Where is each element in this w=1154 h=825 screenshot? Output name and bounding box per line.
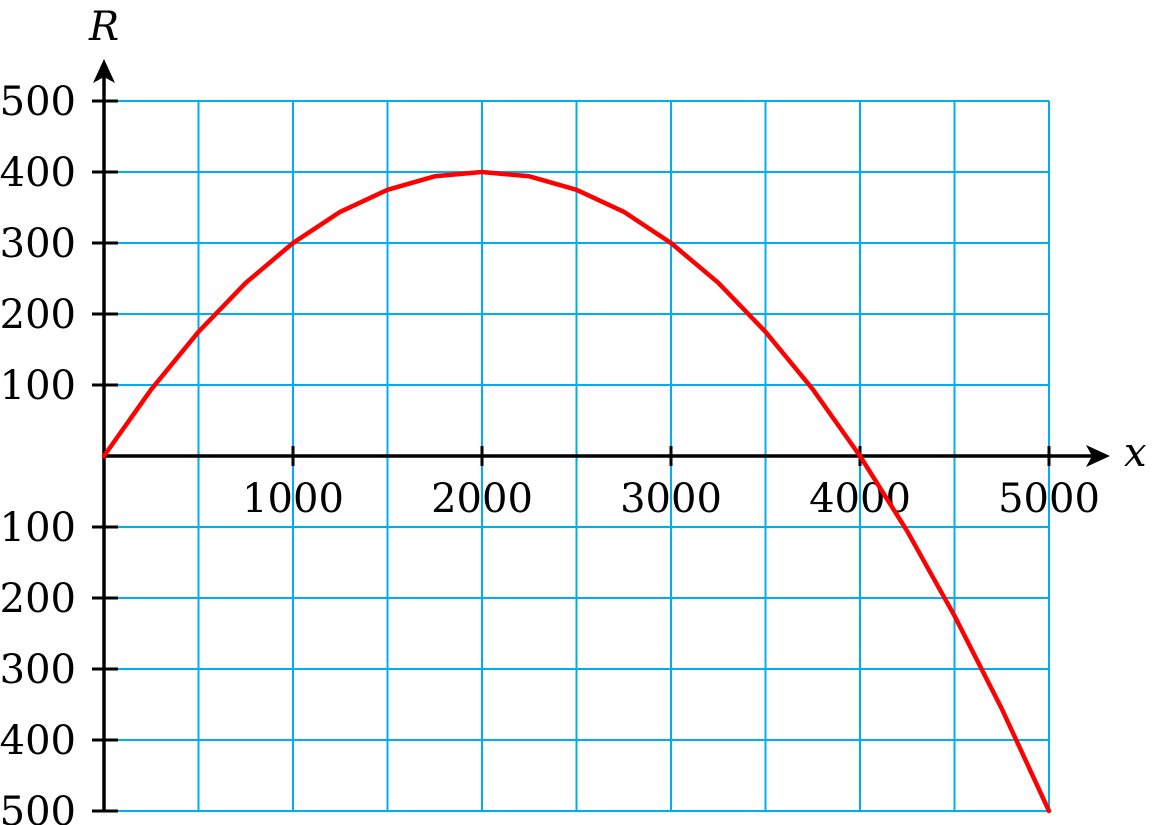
- y-tick-label: 500: [0, 79, 76, 125]
- x-axis-arrow: [1086, 445, 1110, 467]
- x-tick-label: 3000: [620, 476, 722, 522]
- x-tick-label: 4000: [809, 476, 911, 522]
- x-tick-label: 1000: [242, 476, 344, 522]
- series-line: [101, 169, 1052, 814]
- y-tick-label: 400: [0, 150, 76, 196]
- y-axis-label: R: [88, 4, 119, 50]
- x-tick-label: 5000: [998, 476, 1100, 522]
- y-axis-arrow: [93, 59, 115, 83]
- grid: [104, 100, 1050, 812]
- y-tick-label: 200: [0, 576, 76, 622]
- y-tick-label: 500: [0, 789, 76, 825]
- y-tick-label: 400: [0, 718, 76, 764]
- series: [101, 169, 1052, 814]
- x-axis-label: x: [1124, 430, 1147, 476]
- y-tick-label: 100: [0, 363, 76, 409]
- x-tick-label: 2000: [431, 476, 533, 522]
- ticks: 1000 2000 3000 4000 5000 500 400 300 200 100 100 20…: [0, 79, 1100, 825]
- y-tick-label: 300: [0, 647, 76, 693]
- y-tick-label: 200: [0, 292, 76, 338]
- y-tick-label: 100: [0, 505, 76, 551]
- y-tick-label: 300: [0, 221, 76, 267]
- axes: [93, 59, 1110, 810]
